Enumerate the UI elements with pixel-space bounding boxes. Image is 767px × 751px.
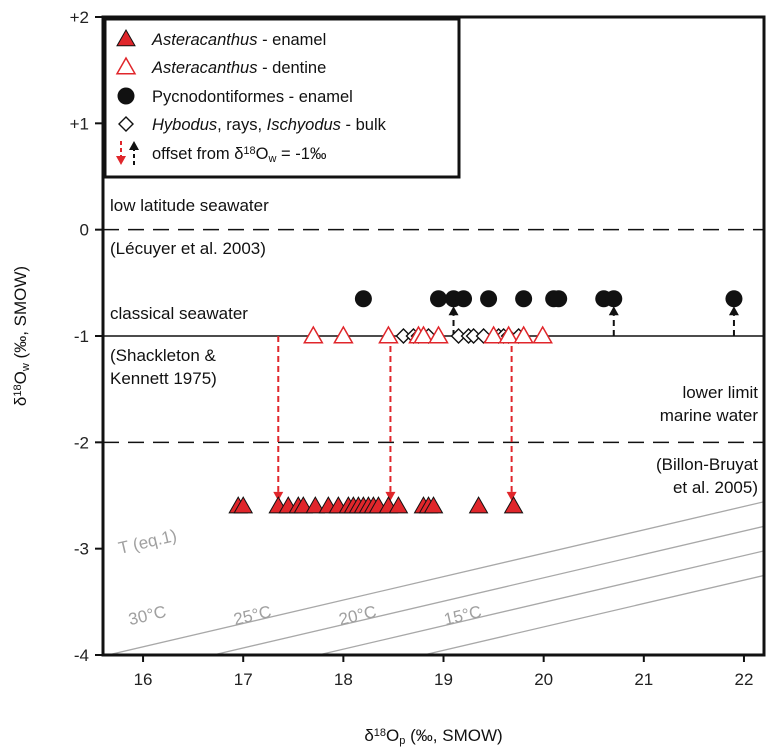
data-point [498, 325, 519, 344]
annotation-classical: classical seawater [110, 304, 248, 323]
offset-arrow-head [448, 306, 459, 316]
x-tick-label: 18 [334, 670, 353, 689]
data-point [513, 325, 534, 344]
data-point [413, 325, 434, 344]
data-point [480, 290, 498, 308]
axis-ticks: 16 17 18 19 20 21 22 +2 +1 0 -1 -2 -3 -4 [70, 8, 754, 689]
annotation-lower-limit-ref: (Billon-Bruyat [656, 455, 758, 474]
y-tick-label: -4 [74, 646, 89, 665]
y-axis-title: δ18Ow (‰, SMOW) [11, 266, 32, 406]
data-point [725, 290, 743, 308]
x-axis-title: δ18Op (‰, SMOW) [364, 726, 502, 747]
data-point [455, 290, 473, 308]
data-point [532, 325, 553, 344]
x-tick-label: 17 [234, 670, 253, 689]
data-point [468, 496, 489, 514]
annotation-low-latitude: low latitude seawater [110, 196, 269, 215]
data-point [233, 496, 254, 514]
isotherm-line [213, 525, 764, 655]
data-point [503, 496, 524, 514]
data-point [354, 290, 372, 308]
legend-marker [118, 116, 134, 132]
legend-marker [117, 87, 135, 105]
x-tick-label: 19 [434, 670, 453, 689]
legend-label: Pycnodontiformes - enamel [152, 88, 353, 106]
data-point [388, 496, 409, 514]
annotation-low-latitude-ref: (Lécuyer et al. 2003) [110, 239, 266, 258]
data-points [228, 290, 743, 514]
data-point [378, 325, 399, 344]
data-point [333, 325, 354, 344]
x-tick-label: 22 [735, 670, 754, 689]
x-tick-label: 20 [534, 670, 553, 689]
data-point [605, 290, 623, 308]
axis-titles: δ18Op (‰, SMOW) δ18Ow (‰, SMOW) [11, 266, 503, 747]
legend-arrow-up-head [129, 141, 139, 150]
data-point [423, 496, 444, 514]
y-tick-label: +2 [70, 8, 89, 27]
offset-arrow-head [608, 306, 619, 316]
legend-box [103, 17, 461, 179]
y-tick-label: -3 [74, 540, 89, 559]
data-point [515, 290, 533, 308]
legend-label: Asteracanthus - dentine [151, 59, 326, 77]
x-tick-label: 21 [634, 670, 653, 689]
legend-arrow-down-head [116, 156, 126, 165]
annotation-classical-ref-2: Kennett 1975) [110, 369, 217, 388]
isotherm-line [107, 501, 764, 655]
annotation-lower-limit: lower limit [682, 383, 758, 402]
legend-marker [115, 56, 137, 75]
y-tick-label: -2 [74, 433, 89, 452]
offset-arrow-head [385, 491, 396, 501]
data-point [550, 290, 568, 308]
data-point [483, 325, 504, 344]
legend-marker [116, 28, 136, 47]
offset-arrow-head [506, 491, 517, 501]
y-tick-label: 0 [80, 221, 89, 240]
annotation-lower-limit-2: marine water [660, 406, 759, 425]
data-point [430, 290, 448, 308]
y-tick-label: -1 [74, 327, 89, 346]
annotation-classical-ref: (Shackleton & [110, 346, 216, 365]
annotation-lower-limit-ref-2: et al. 2005) [673, 478, 758, 497]
data-point [303, 325, 324, 344]
legend-offset-label: offset from δ18Ow = -1‰ [152, 145, 327, 165]
data-point [305, 496, 326, 514]
annotations: low latitude seawater (Lécuyer et al. 200… [110, 196, 758, 497]
offset-arrow-head [728, 306, 739, 316]
offset-arrows [273, 306, 739, 501]
legend: Asteracanthus - enamel Asteracanthus - de… [103, 17, 461, 179]
isotherm-lines [107, 501, 764, 655]
x-tick-label: 16 [134, 670, 153, 689]
data-point [428, 325, 449, 344]
data-point [293, 496, 314, 514]
y-tick-label: +1 [70, 114, 89, 133]
legend-label: Asteracanthus - enamel [151, 31, 326, 49]
legend-label: Hybodus, rays, Ischyodus - bulk [152, 116, 387, 134]
data-point [475, 328, 492, 344]
